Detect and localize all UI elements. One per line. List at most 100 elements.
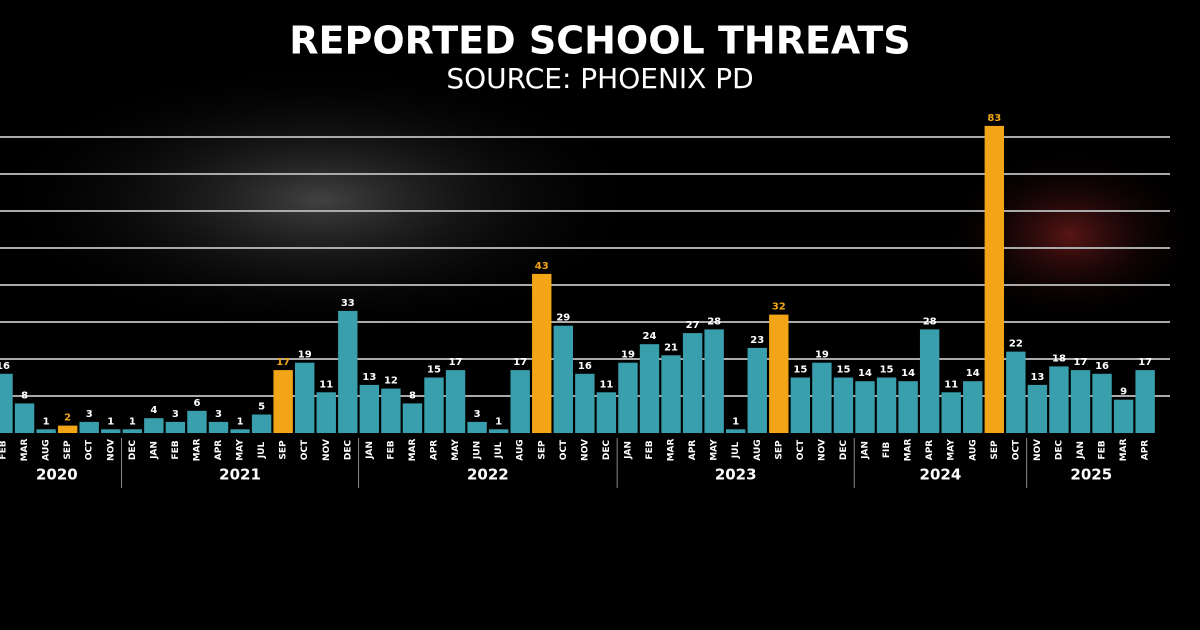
x-tick-label: MAR xyxy=(20,439,30,462)
value-label: 3 xyxy=(172,409,179,420)
x-tick-label: FEB xyxy=(386,440,396,459)
x-tick-label: AUG xyxy=(516,439,526,460)
x-tick-label: OCT xyxy=(1011,439,1021,460)
bar xyxy=(488,429,509,433)
x-tick-label: NOV xyxy=(106,439,116,461)
value-label: 21 xyxy=(664,342,678,353)
value-label: 33 xyxy=(341,298,355,309)
bar xyxy=(769,314,789,433)
x-tick-label: AUG xyxy=(753,439,763,460)
value-label: 4 xyxy=(150,405,157,416)
bar xyxy=(639,344,660,433)
bar xyxy=(876,377,897,433)
value-label: 8 xyxy=(409,390,416,401)
background-blur xyxy=(0,60,650,340)
bar xyxy=(251,414,272,433)
value-label: 2 xyxy=(64,413,71,424)
value-label: 3 xyxy=(86,409,93,420)
x-tick-label: MAR xyxy=(192,439,202,462)
bar xyxy=(445,370,466,433)
value-label: 17 xyxy=(1138,357,1152,368)
x-tick-label: DEC xyxy=(343,439,353,460)
value-label: 19 xyxy=(621,350,635,361)
x-tick-label: FEB xyxy=(0,440,9,459)
x-tick-label: MAY xyxy=(236,439,246,461)
bar xyxy=(855,381,875,433)
x-tick-label: SEP xyxy=(279,440,289,460)
x-tick-label: MAR xyxy=(1119,439,1129,462)
value-label: 1 xyxy=(732,416,739,427)
x-tick-label: MAY xyxy=(451,439,461,461)
bar xyxy=(1092,373,1112,433)
value-label: 5 xyxy=(258,402,265,413)
bar xyxy=(1027,384,1048,433)
bar xyxy=(1070,370,1091,433)
bar xyxy=(0,373,13,433)
bar xyxy=(273,370,293,433)
bar xyxy=(359,384,380,433)
value-label: 9 xyxy=(1120,387,1127,398)
value-label: 15 xyxy=(793,365,807,376)
bar xyxy=(187,410,207,433)
bar xyxy=(1049,366,1069,433)
x-tick-label: NOV xyxy=(580,439,590,461)
bar xyxy=(57,425,78,433)
bar xyxy=(208,421,229,433)
x-tick-label: OCT xyxy=(300,439,310,460)
x-tick-label: JUL xyxy=(731,442,741,460)
value-label: 19 xyxy=(298,350,312,361)
x-tick-label: MAY xyxy=(710,439,720,461)
value-label: 28 xyxy=(707,316,721,327)
value-label: 14 xyxy=(901,368,915,379)
x-tick-label: OCT xyxy=(796,439,806,460)
bar xyxy=(941,392,961,433)
x-tick-label: JAN xyxy=(149,441,159,460)
value-label: 16 xyxy=(578,361,592,372)
bar xyxy=(79,421,99,433)
bar xyxy=(122,429,142,433)
year-label: 2025 xyxy=(1070,466,1112,484)
bar xyxy=(898,381,918,433)
x-tick-label: JAN xyxy=(1076,441,1086,460)
value-label: 19 xyxy=(815,350,829,361)
value-label: 15 xyxy=(880,365,894,376)
bar xyxy=(833,377,854,433)
bar xyxy=(575,373,595,433)
bar xyxy=(165,421,186,433)
x-tick-label: APR xyxy=(430,440,440,461)
value-label: 29 xyxy=(556,313,570,324)
x-tick-label: OCT xyxy=(85,439,95,460)
bar xyxy=(424,377,444,433)
year-label: 2021 xyxy=(219,466,261,484)
x-tick-label: APR xyxy=(1141,440,1151,461)
year-label: 2022 xyxy=(467,466,509,484)
bar xyxy=(101,429,121,433)
x-tick-label: FEB xyxy=(171,440,181,459)
value-label: 27 xyxy=(686,320,700,331)
x-tick-label: NOV xyxy=(322,439,332,461)
value-label: 11 xyxy=(319,379,333,390)
x-tick-label: AUG xyxy=(968,439,978,460)
x-tick-label: APR xyxy=(688,440,698,461)
x-tick-label: SEP xyxy=(774,440,784,460)
x-tick-label: DEC xyxy=(602,439,612,460)
value-label: 14 xyxy=(966,368,980,379)
value-label: 1 xyxy=(107,416,114,427)
bar xyxy=(381,388,401,433)
value-label: 15 xyxy=(836,365,850,376)
value-label: 13 xyxy=(362,372,376,383)
value-label: 23 xyxy=(750,335,764,346)
x-tick-label: JAN xyxy=(861,441,871,460)
value-label: 22 xyxy=(1009,339,1023,350)
x-tick-label: DEC xyxy=(1054,439,1064,460)
x-tick-label: MAY xyxy=(947,439,957,461)
value-label: 24 xyxy=(643,331,657,342)
bar xyxy=(682,333,703,433)
chart-subtitle: SOURCE: PHOENIX PD xyxy=(446,62,753,95)
value-label: 3 xyxy=(215,409,222,420)
x-tick-label: NOV xyxy=(817,439,827,461)
bar xyxy=(618,362,638,433)
bar xyxy=(338,310,358,433)
bar xyxy=(14,403,35,433)
